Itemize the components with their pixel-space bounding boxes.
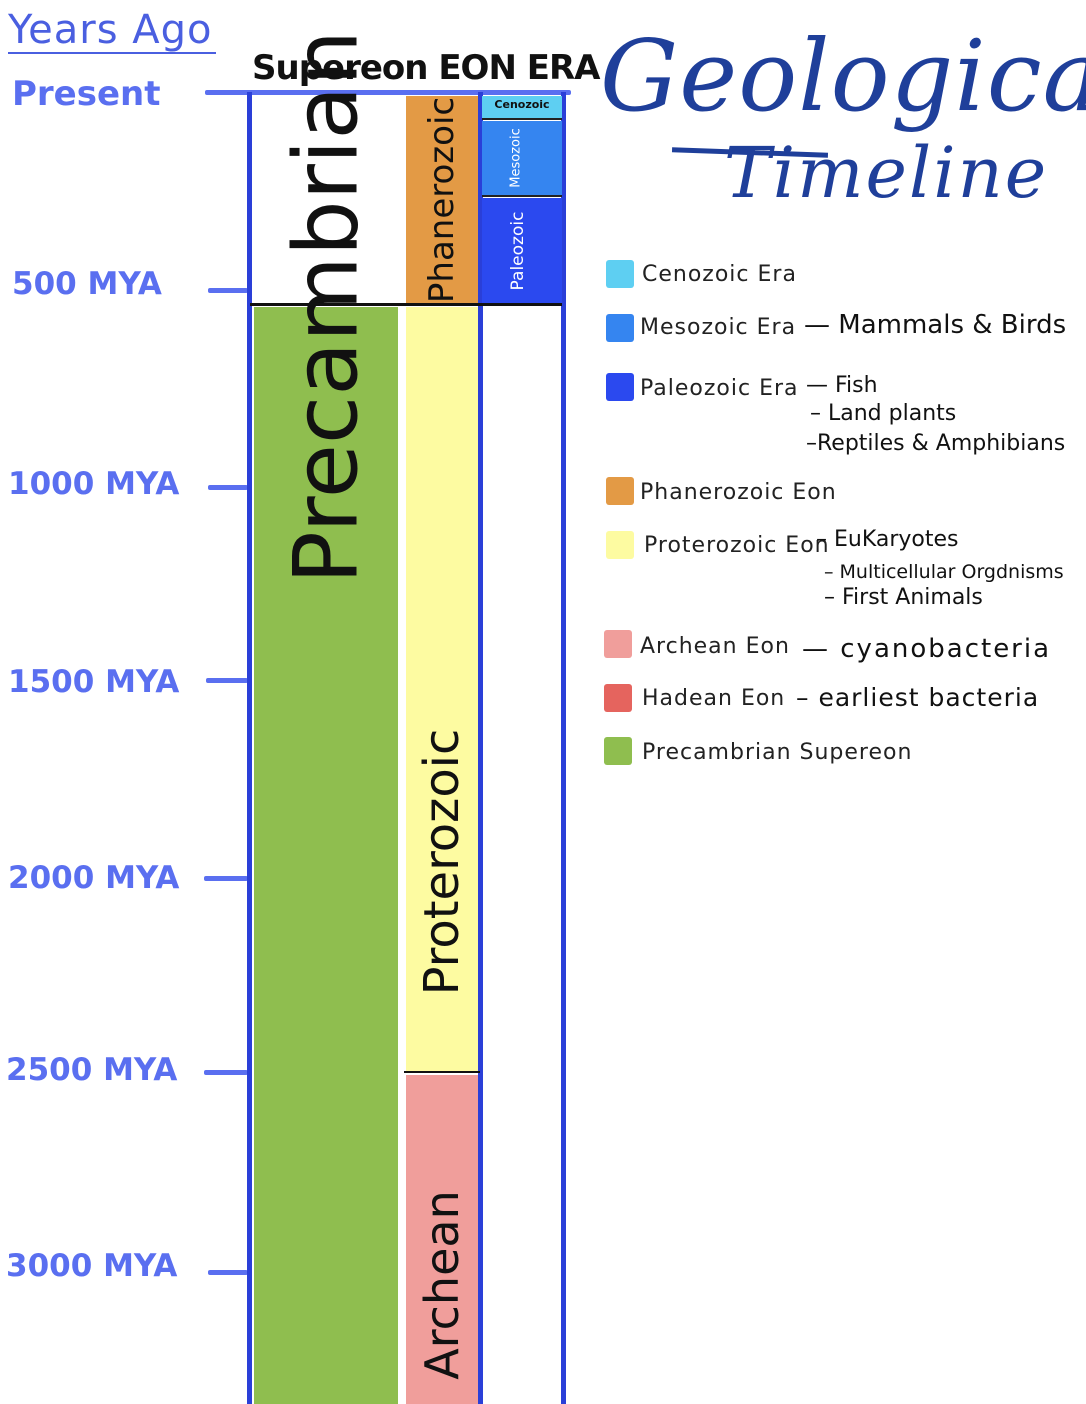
axis-tick-2500 — [204, 1070, 248, 1075]
legend-swatch-precambrian — [604, 737, 632, 765]
precambrian-top-line — [250, 303, 562, 306]
eon-archean-block: Archean — [406, 1075, 478, 1404]
legend-label-precambrian: Precambrian Supereon — [642, 740, 913, 765]
legend-note-mesozoic-1: — Mammals & Birds — [804, 310, 1067, 340]
legend-label-mesozoic: Mesozoic Era — [640, 315, 797, 340]
era-paleozoic-label: Paleozoic — [508, 211, 528, 290]
era-mesozoic-label: Mesozoic — [508, 128, 524, 188]
legend-swatch-phanerozoic — [606, 477, 634, 505]
axis-tick-2000 — [204, 876, 248, 881]
legend-swatch-archean — [604, 630, 632, 658]
legend-label-hadean: Hadean Eon — [642, 686, 786, 711]
column-divider-mid — [478, 92, 483, 1404]
legend-note-proterozoic-1: – EuKaryotes — [816, 527, 959, 552]
legend-swatch-paleozoic — [606, 373, 634, 401]
legend-note-paleozoic-1: — Fish — [806, 373, 878, 398]
axis-header: Years Ago — [8, 8, 217, 54]
legend-swatch-proterozoic — [606, 531, 634, 559]
legend-swatch-hadean — [604, 684, 632, 712]
eon-proterozoic-block: Proterozoic — [406, 307, 478, 1071]
era-cenozoic-label: Cenozoic — [494, 98, 550, 111]
axis-tick-3000 — [208, 1270, 248, 1275]
legend: Cenozoic Era Mesozoic Era — Mammals & Bi… — [604, 0, 1084, 780]
legend-note-paleozoic-3: –Reptiles & Amphibians — [806, 431, 1066, 456]
legend-label-paleozoic: Paleozoic Era — [640, 376, 799, 401]
axis-tick-label-3000: 3000 MYA — [6, 1248, 178, 1284]
axis-tick-label-2000: 2000 MYA — [8, 860, 180, 896]
era-cenozoic-block: Cenozoic — [482, 96, 562, 120]
eon-archean-label: Archean — [415, 1190, 469, 1380]
legend-note-hadean-1: – earliest bacteria — [796, 683, 1040, 712]
axis-tick-label-2500: 2500 MYA — [6, 1052, 178, 1088]
axis-present-label: Present — [12, 74, 161, 114]
legend-note-proterozoic-3: – First Animals — [824, 585, 983, 610]
legend-label-proterozoic: Proterozoic Eon — [644, 533, 830, 558]
title-line1: Geological — [600, 20, 1086, 134]
title-line2: Timeline — [724, 132, 1049, 214]
axis-tick-1500 — [206, 678, 248, 683]
eon-phanerozoic-block: Phanerozoic — [406, 96, 478, 303]
legend-note-paleozoic-2: – Land plants — [810, 401, 957, 426]
axis-tick-label-1000: 1000 MYA — [8, 466, 180, 502]
axis-tick-1000 — [208, 485, 248, 490]
archean-top-line — [404, 1071, 480, 1073]
axis-tick-500 — [208, 288, 248, 293]
legend-swatch-mesozoic — [606, 314, 634, 342]
legend-note-proterozoic-2: – Multicellular Orgdnisms — [824, 561, 1064, 583]
eon-phanerozoic-label: Phanerozoic — [422, 96, 462, 303]
eon-proterozoic-label: Proterozoic — [414, 728, 470, 996]
supereon-precambrian-block: Precambrian — [254, 30, 398, 1404]
legend-label-archean: Archean Eon — [640, 634, 790, 659]
era-mesozoic-block: Mesozoic — [482, 121, 562, 197]
axis-tick-label-1500: 1500 MYA — [8, 664, 180, 700]
column-divider-right — [561, 92, 566, 1404]
supereon-precambrian-label: Precambrian — [274, 29, 378, 585]
legend-note-archean-1: — cyanobacteria — [802, 634, 1052, 664]
legend-label-cenozoic: Cenozoic Era — [642, 262, 797, 287]
legend-swatch-cenozoic — [606, 260, 634, 288]
columns-header: Supereon EON ERA — [252, 48, 600, 88]
axis-tick-label-500: 500 MYA — [12, 266, 162, 302]
axis-present-line — [205, 90, 571, 95]
era-paleozoic-block: Paleozoic — [482, 198, 562, 303]
column-divider-left — [247, 92, 252, 1404]
legend-label-phanerozoic: Phanerozoic Eon — [640, 480, 837, 505]
